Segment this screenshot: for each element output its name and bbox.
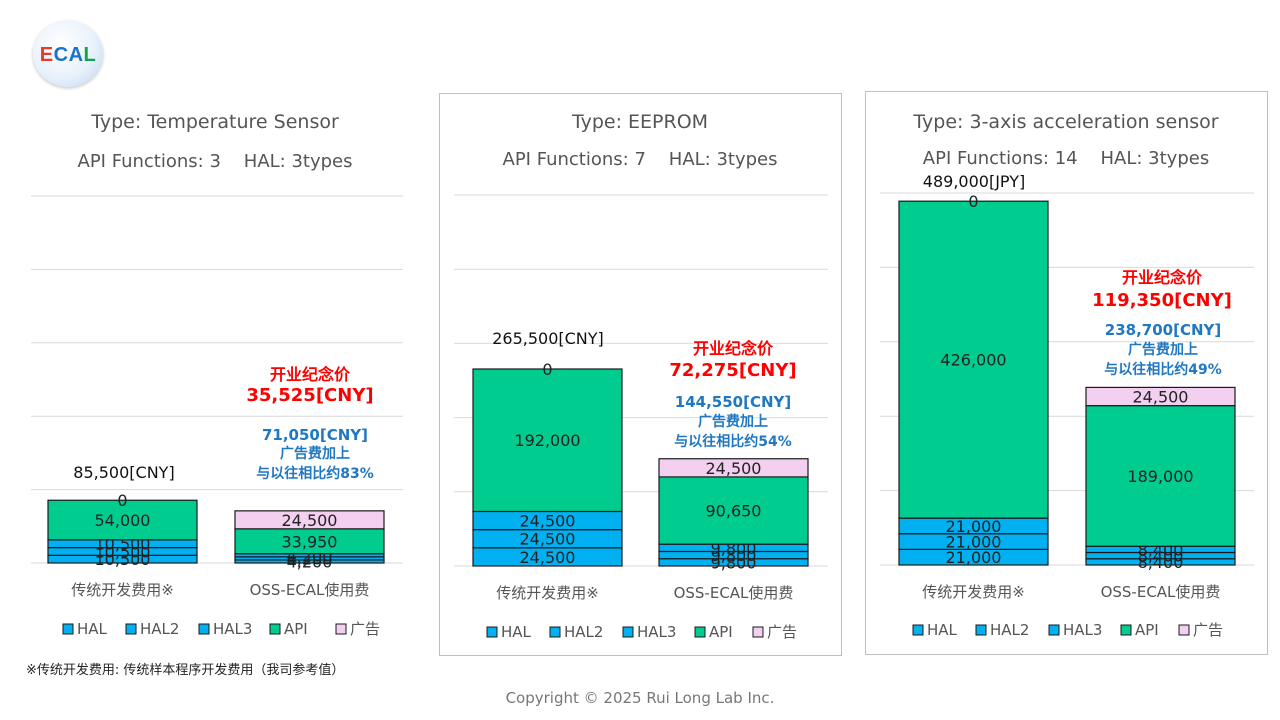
discount-line: 与以往相比约54% <box>674 433 792 450</box>
bar-ad-oss <box>234 510 385 530</box>
bar-ad-oss <box>658 458 809 478</box>
chart-title: Type: Temperature Sensor <box>90 111 339 133</box>
total-label: 489,000[JPY] <box>923 172 1025 191</box>
data-label: 21,000 <box>946 533 1002 552</box>
footnote: ※传统开发费用: 传统样本程序开发费用（我司参考值） <box>26 663 345 678</box>
category-label: OSS-ECAL使用费 <box>250 581 370 599</box>
total-label: 85,500[CNY] <box>73 463 174 482</box>
bar-api-oss <box>234 528 385 555</box>
data-label: 90,650 <box>706 502 762 521</box>
copyright: Copyright © 2025 Rui Long Lab Inc. <box>505 689 775 707</box>
promo-title: 开业纪念价 <box>1122 268 1203 287</box>
discount-line: 238,700[CNY] <box>1105 321 1221 339</box>
category-label: OSS-ECAL使用费 <box>674 584 794 602</box>
legend-label: HAL2 <box>564 623 603 641</box>
category-label: 传统开发费用※ <box>922 583 1025 601</box>
legend-swatch-hal <box>486 626 498 638</box>
legend-label: HAL <box>77 620 108 638</box>
legend-swatch-ad <box>1178 624 1190 636</box>
category-label: OSS-ECAL使用费 <box>1101 583 1221 601</box>
chart-svg-eeprom: Type: EEPROM API Functions: 7 HAL: 3types… <box>454 111 828 641</box>
chart-subtitle: API Functions: 3 HAL: 3types <box>78 151 353 172</box>
legend-swatch-hal3 <box>198 623 210 635</box>
legend-swatch-ad <box>752 626 764 638</box>
chart-title: Type: EEPROM <box>571 111 708 133</box>
promo-title: 开业纪念价 <box>693 339 774 358</box>
discount-line: 71,050[CNY] <box>262 426 368 444</box>
legend-swatch-hal3 <box>1048 624 1060 636</box>
legend-label: 广告 <box>350 620 380 638</box>
legend-label: 广告 <box>1193 621 1223 639</box>
chart-svg-temperature: Type: Temperature Sensor API Functions: 3… <box>31 111 403 638</box>
legend-swatch-api <box>694 626 706 638</box>
data-label: 24,500 <box>520 512 576 531</box>
data-label: 24,500 <box>706 459 762 478</box>
data-label: 24,500 <box>1133 388 1189 407</box>
bar-api-oss <box>658 476 809 545</box>
chart-svg-acceleration: Type: 3-axis acceleration sensor API Func… <box>880 111 1254 639</box>
promo-price: 72,275[CNY] <box>669 360 796 381</box>
legend-swatch-ad <box>335 623 347 635</box>
discount-line: 与以往相比约83% <box>256 465 374 482</box>
category-label: 传统开发费用※ <box>496 584 599 602</box>
legend-swatch-hal <box>62 623 74 635</box>
legend-label: API <box>284 620 308 638</box>
discount-line: 与以往相比约49% <box>1104 361 1222 378</box>
legend-swatch-hal2 <box>975 624 987 636</box>
data-label: 192,000 <box>514 431 580 450</box>
data-label: 24,500 <box>520 548 576 567</box>
bar-ad-oss <box>1085 386 1236 407</box>
chart-panel-acceleration: Type: 3-axis acceleration sensor API Func… <box>865 91 1268 655</box>
data-label: 54,000 <box>95 511 151 530</box>
legend-label: HAL3 <box>637 623 676 641</box>
data-label: 21,000 <box>946 517 1002 536</box>
legend-label: HAL2 <box>990 621 1029 639</box>
discount-line: 广告费加上 <box>280 445 350 462</box>
chart-panel-temperature: Type: Temperature Sensor API Functions: 3… <box>14 94 422 654</box>
chart-panel-eeprom: Type: EEPROM API Functions: 7 HAL: 3types… <box>439 93 842 656</box>
bar-api-oss <box>1085 405 1236 547</box>
legend-swatch-hal2 <box>549 626 561 638</box>
legend-label: 广告 <box>767 623 797 641</box>
data-label: 0 <box>542 360 552 379</box>
legend-swatch-hal2 <box>125 623 137 635</box>
legend-swatch-api <box>1120 624 1132 636</box>
data-label: 0 <box>968 192 978 211</box>
promo-price: 119,350[CNY] <box>1092 290 1232 311</box>
discount-line: 144,550[CNY] <box>675 393 791 411</box>
promo-title: 开业纪念价 <box>270 365 351 384</box>
bar-api-traditional <box>472 368 623 513</box>
category-label: 传统开发费用※ <box>71 581 174 599</box>
data-label: 21,000 <box>946 548 1002 567</box>
total-label: 265,500[CNY] <box>492 329 604 348</box>
chart-subtitle: API Functions: 14 HAL: 3types <box>923 148 1209 169</box>
data-label: 24,500 <box>520 530 576 549</box>
discount-line: 广告费加上 <box>1128 341 1198 358</box>
legend-label: HAL3 <box>213 620 252 638</box>
svg-text:ECAL: ECAL <box>40 44 96 66</box>
legend-label: HAL3 <box>1063 621 1102 639</box>
legend-label: API <box>1135 621 1159 639</box>
legend-label: HAL <box>501 623 532 641</box>
legend-label: HAL2 <box>140 620 179 638</box>
chart-title: Type: 3-axis acceleration sensor <box>912 111 1218 133</box>
promo-price: 35,525[CNY] <box>246 385 373 406</box>
data-label: 189,000 <box>1127 467 1193 486</box>
data-label: 0 <box>117 491 127 510</box>
legend-label: API <box>709 623 733 641</box>
data-label: 426,000 <box>940 351 1006 370</box>
discount-line: 广告费加上 <box>698 413 768 430</box>
chart-subtitle: API Functions: 7 HAL: 3types <box>503 149 778 170</box>
legend-swatch-hal <box>912 624 924 636</box>
data-label: 24,500 <box>282 511 338 530</box>
bar-api-traditional <box>47 499 198 541</box>
ecal-logo: ECAL <box>33 21 103 87</box>
bar-api-traditional <box>898 200 1049 519</box>
data-label: 33,950 <box>282 532 338 551</box>
legend-label: HAL <box>927 621 958 639</box>
legend-swatch-hal3 <box>622 626 634 638</box>
legend-swatch-api <box>269 623 281 635</box>
